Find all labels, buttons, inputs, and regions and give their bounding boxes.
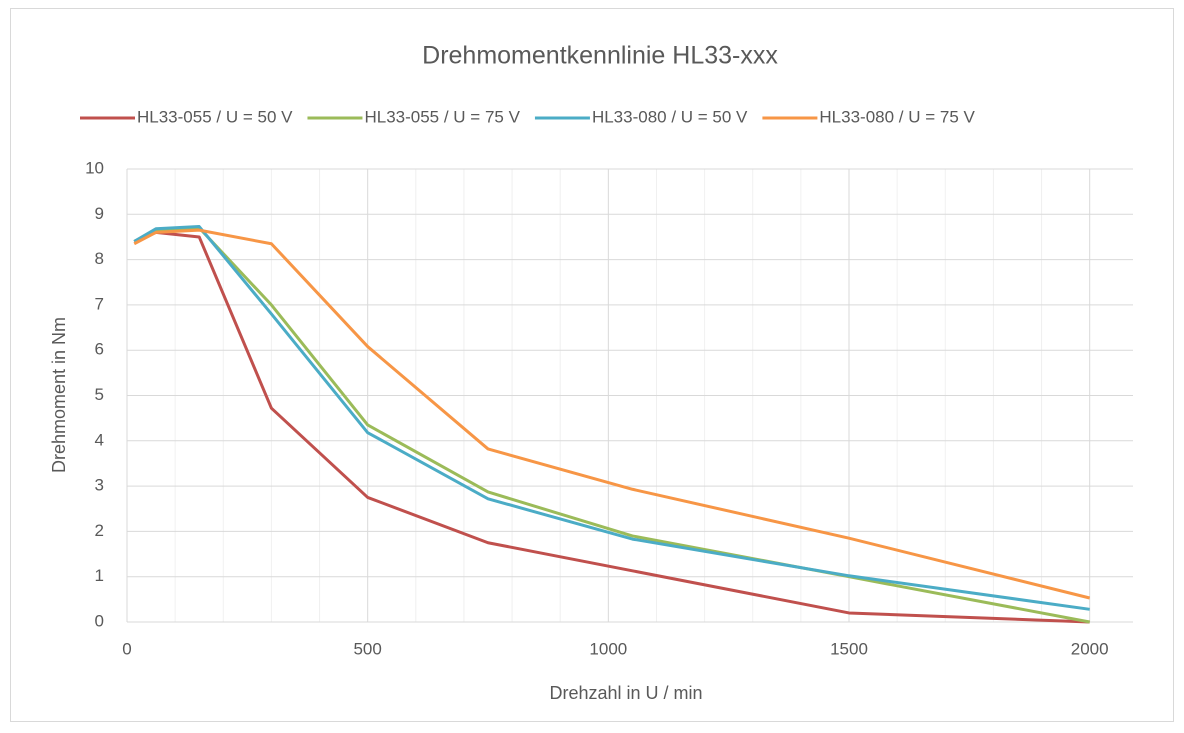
x-tick-label: 0 <box>122 639 131 658</box>
legend-label: HL33-080 / U = 50 V <box>592 107 748 126</box>
series-line <box>133 230 1090 624</box>
y-tick-label: 10 <box>85 158 104 177</box>
x-tick-label: 500 <box>353 639 381 658</box>
y-tick-label: 5 <box>95 385 104 404</box>
y-tick-label: 6 <box>95 340 104 359</box>
y-tick-label: 1 <box>95 566 104 585</box>
y-tick-label: 2 <box>95 521 104 540</box>
legend-label: HL33-055 / U = 75 V <box>364 107 520 126</box>
y-axis-label: Drehmoment in Nm <box>49 317 69 473</box>
y-tick-label: 0 <box>95 611 104 630</box>
y-tick-label: 3 <box>95 476 104 495</box>
x-tick-label: 2000 <box>1071 639 1109 658</box>
y-tick-label: 7 <box>95 294 104 313</box>
legend-label: HL33-080 / U = 75 V <box>819 107 975 126</box>
y-tick-label: 9 <box>95 204 104 223</box>
series-line <box>133 225 1090 611</box>
y-tick-label: 4 <box>95 430 104 449</box>
legend-label: HL33-055 / U = 50 V <box>137 107 293 126</box>
y-tick-label: 8 <box>95 249 104 268</box>
chart-title: Drehmomentkennlinie HL33-xxx <box>422 42 778 70</box>
x-tick-label: 1000 <box>589 639 627 658</box>
series-line <box>133 228 1091 600</box>
x-axis-label: Drehzahl in U / min <box>549 683 702 703</box>
x-tick-label: 1500 <box>830 639 868 658</box>
